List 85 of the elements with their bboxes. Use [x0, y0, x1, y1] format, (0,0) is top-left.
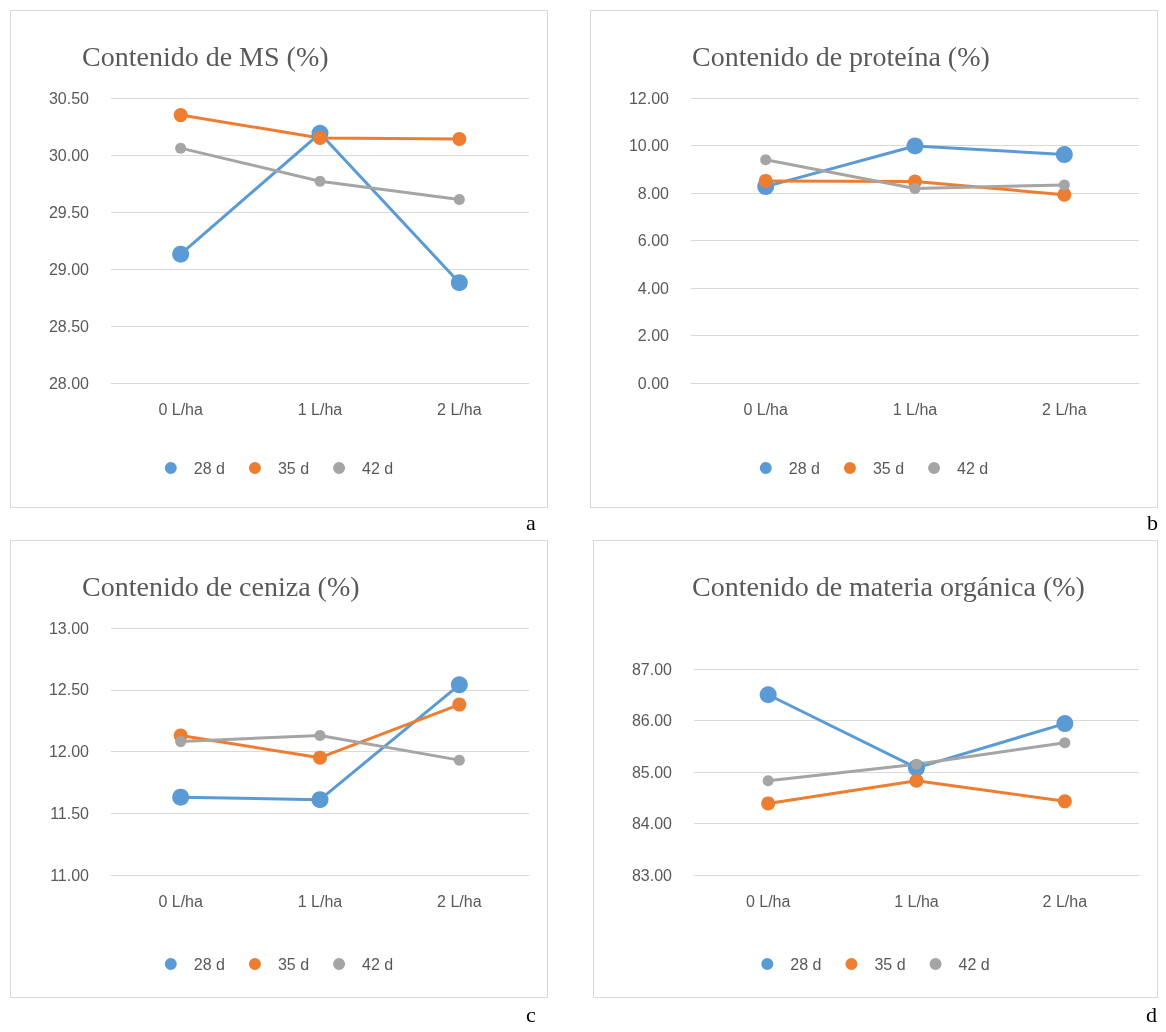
point	[762, 775, 774, 787]
legend-label: 42 d	[362, 955, 394, 973]
point	[1058, 179, 1070, 191]
y-tick-label: 12.00	[48, 743, 90, 760]
point	[1057, 794, 1072, 809]
y-tick-label: 6.00	[637, 232, 670, 249]
point	[758, 173, 773, 188]
y-tick-label: 0.00	[637, 374, 670, 392]
legend-label: 42 d	[958, 955, 990, 973]
y-tick-label: 30.50	[48, 89, 90, 107]
point	[909, 773, 924, 788]
y-tick-label: 86.00	[631, 712, 673, 729]
y-tick-label: 11.50	[50, 804, 90, 822]
point	[314, 175, 326, 187]
y-tick-label: 29.00	[48, 260, 90, 278]
point	[759, 686, 777, 704]
point	[1055, 146, 1073, 164]
legend-label: 28 d	[193, 459, 225, 477]
chart-title: Contenido de proteína (%)	[692, 40, 990, 72]
point	[760, 154, 772, 166]
point	[909, 182, 921, 194]
point	[453, 193, 465, 205]
point	[313, 750, 327, 765]
y-tick-label: 10.00	[628, 137, 670, 154]
x-tick-label: 0 L/ha	[158, 892, 204, 910]
legend-label: 35 d	[872, 459, 905, 477]
point	[1057, 187, 1072, 202]
x-tick-label: 2 L/ha	[1042, 892, 1088, 910]
text: a	[526, 510, 536, 536]
y-tick-label: 29.50	[48, 203, 90, 221]
y-tick-label: 12.00	[628, 89, 670, 107]
y-tick-label: 12.50	[48, 681, 90, 699]
chart-title: Contenido de ceniza (%)	[82, 570, 360, 602]
legend-label: 35 d	[277, 459, 310, 477]
legend-label: 35 d	[874, 955, 906, 973]
legend-label: 28 d	[193, 955, 225, 973]
x-tick-label: 1 L/ha	[297, 400, 343, 418]
legend-label: 42 d	[957, 459, 989, 477]
text: b	[1147, 510, 1158, 536]
y-tick-label: 2.00	[637, 327, 670, 344]
y-tick-label: 13.00	[48, 619, 90, 637]
point	[313, 130, 327, 145]
point	[452, 132, 467, 147]
point	[172, 245, 190, 263]
point	[452, 697, 467, 712]
x-tick-label: 0 L/ha	[743, 400, 789, 418]
legend-label: 35 d	[277, 955, 310, 973]
y-tick-label: 11.00	[50, 866, 90, 884]
legend-label: 28 d	[788, 459, 820, 477]
y-tick-label: 28.50	[48, 317, 90, 335]
chart-title: Contenido de materia orgánica (%)	[692, 570, 1085, 602]
point	[311, 791, 329, 809]
legend-label: 28 d	[790, 955, 822, 973]
x-tick-label: 1 L/ha	[894, 892, 939, 910]
y-tick-label: 4.00	[637, 279, 670, 297]
x-tick-label: 0 L/ha	[158, 400, 204, 418]
x-tick-label: 2 L/ha	[437, 400, 482, 418]
point	[1056, 715, 1074, 733]
chart-title: Contenido de MS (%)	[82, 40, 329, 72]
text: c	[526, 1002, 536, 1028]
point	[450, 676, 468, 694]
text: d	[1146, 1002, 1157, 1028]
x-tick-label: 1 L/ha	[892, 400, 938, 418]
y-tick-label: 85.00	[631, 763, 673, 781]
y-tick-label: 84.00	[631, 815, 673, 832]
point	[450, 274, 468, 292]
y-tick-label: 87.00	[631, 660, 673, 678]
x-tick-label: 1 L/ha	[297, 892, 343, 910]
point	[906, 137, 924, 155]
point	[761, 796, 776, 811]
x-tick-label: 2 L/ha	[437, 892, 482, 910]
point	[314, 729, 326, 741]
point	[1059, 737, 1071, 749]
point	[173, 108, 188, 123]
point	[175, 736, 187, 748]
point	[175, 142, 187, 154]
point	[172, 788, 190, 806]
y-tick-label: 28.00	[48, 374, 90, 392]
y-tick-label: 8.00	[637, 184, 670, 202]
y-tick-label: 83.00	[631, 866, 673, 884]
x-tick-label: 2 L/ha	[1042, 400, 1087, 418]
legend-label: 42 d	[362, 459, 394, 477]
point	[453, 754, 465, 766]
x-tick-label: 0 L/ha	[745, 892, 791, 910]
y-tick-label: 30.00	[48, 146, 90, 164]
